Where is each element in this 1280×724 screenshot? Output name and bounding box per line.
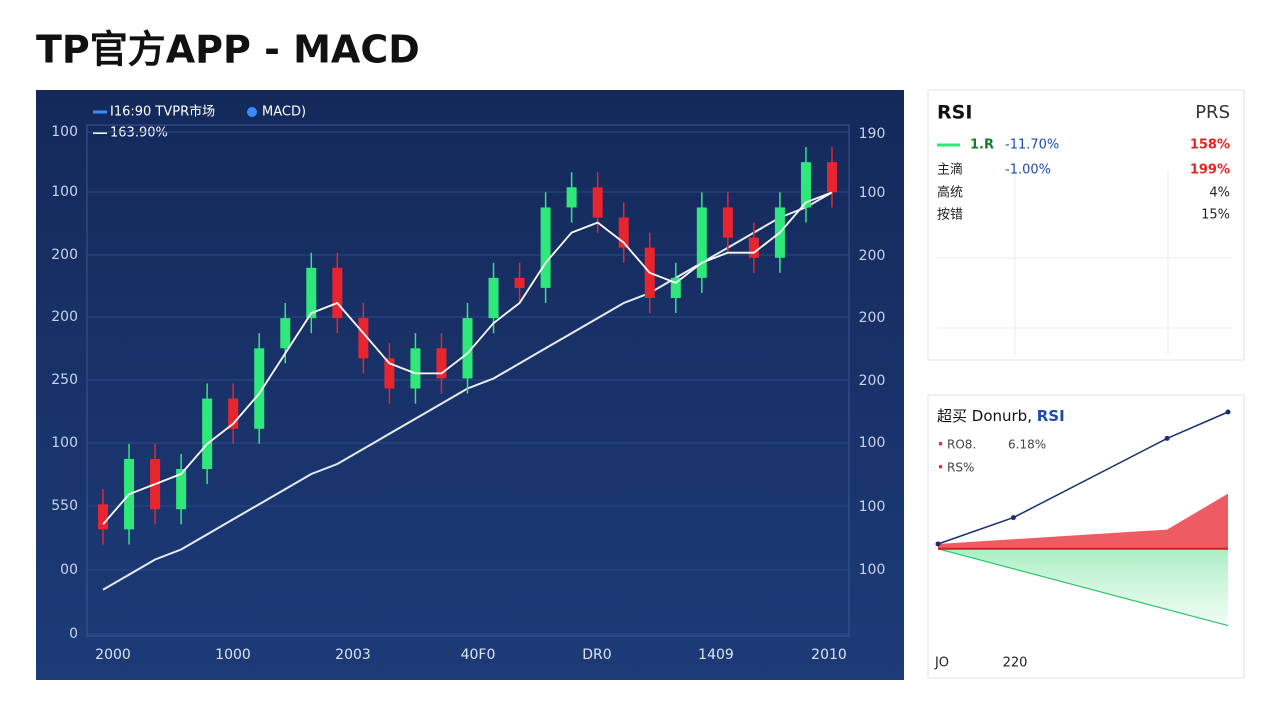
legend-text: RO8. [947,438,976,452]
x-label: 40F0 [461,647,496,663]
trend-title: 超买 Donurb, RSI [937,407,1065,425]
candle-body [722,207,733,238]
trend-point [1010,515,1016,521]
trend-title-text: 超买 Donurb, [937,407,1032,425]
row-label: 主滴 [937,162,963,178]
trend-x-label: 220 [1003,656,1028,671]
y-label-left: 200 [51,309,78,325]
y-label-right: 100 [859,562,886,578]
candle-body [228,398,239,429]
row-label: 高统 [937,185,963,201]
trend-title-accent: RSI [1037,407,1065,425]
candle-body [332,267,343,319]
row-value: 4% [1209,186,1230,201]
row-value: 15% [1201,208,1230,223]
candle-body [98,504,109,530]
row-change: -11.70% [1005,138,1059,153]
main-panel [36,90,904,680]
candle-body [410,348,421,389]
candle-body [826,162,837,193]
y-label-right: 200 [859,373,886,389]
trend-x-label: JO [934,656,949,671]
candle-body [488,277,499,319]
trend-point [1164,435,1170,441]
trend-point [1225,409,1231,415]
x-label: 2010 [811,647,847,663]
row-value: 199% [1190,163,1230,178]
candle-body [462,318,473,379]
candle-body [202,398,213,470]
trend-line [937,411,1229,545]
candle-body [514,277,525,288]
y-label-left: 100 [51,435,78,451]
y-label-left: 250 [51,372,78,388]
green-line [937,548,1229,627]
row-label: 1.R [970,138,994,153]
candle-body [748,237,759,258]
legend-bullet: • [937,438,944,452]
candle-body [280,318,291,349]
y-label-left: 100 [51,184,78,200]
candle-body [436,348,447,379]
y-label-right: 200 [859,310,886,326]
candle-body [540,207,551,288]
page-title: TP官方APP - MACD [36,28,420,72]
legend-text: 163.90% [110,126,168,141]
legend-text: RS% [947,461,974,475]
legend-dot [247,107,257,117]
candle-body [696,207,707,278]
y-label-left: 100 [51,124,78,140]
rsi-title: RSI [937,102,972,124]
y-label-left: 550 [51,498,78,514]
candle-body [670,277,681,298]
legend-text: 6.18% [1008,438,1046,452]
y-label-right: 200 [859,248,886,264]
rsi-panel [927,89,1245,361]
legend-bullet: • [937,461,944,475]
x-label: 1000 [215,647,251,663]
candle-body [592,187,603,218]
legend-text: MACD) [262,105,306,120]
rsi-right-title: PRS [1195,102,1230,123]
legend-text: I16:90 TVPR市场 [110,104,215,120]
row-change: -1.00% [1005,163,1051,178]
y-label-right: 100 [859,185,886,201]
y-label-left: 200 [51,247,78,263]
y-label-right: 100 [859,499,886,515]
candle-body [176,469,187,510]
x-label: 1409 [698,647,734,663]
ma-fast-line [102,191,833,525]
trend-point [935,541,941,547]
candle-body [254,348,265,429]
candle-body [358,318,369,359]
y-label-left: 00 [60,562,78,578]
candle-body [384,358,395,389]
y-label-right: 190 [859,126,886,142]
candle-body [800,162,811,208]
x-label: 2003 [335,647,371,663]
y-label-right: 100 [859,435,886,451]
row-value: 158% [1190,138,1230,153]
row-label: 按错 [937,208,963,223]
red-area [938,493,1228,549]
candle-body [618,217,629,248]
candle-body [566,187,577,208]
x-label: 2000 [95,647,131,663]
y-label-left: 0 [69,626,78,642]
x-label: DR0 [582,647,611,663]
candle-body [306,267,317,319]
